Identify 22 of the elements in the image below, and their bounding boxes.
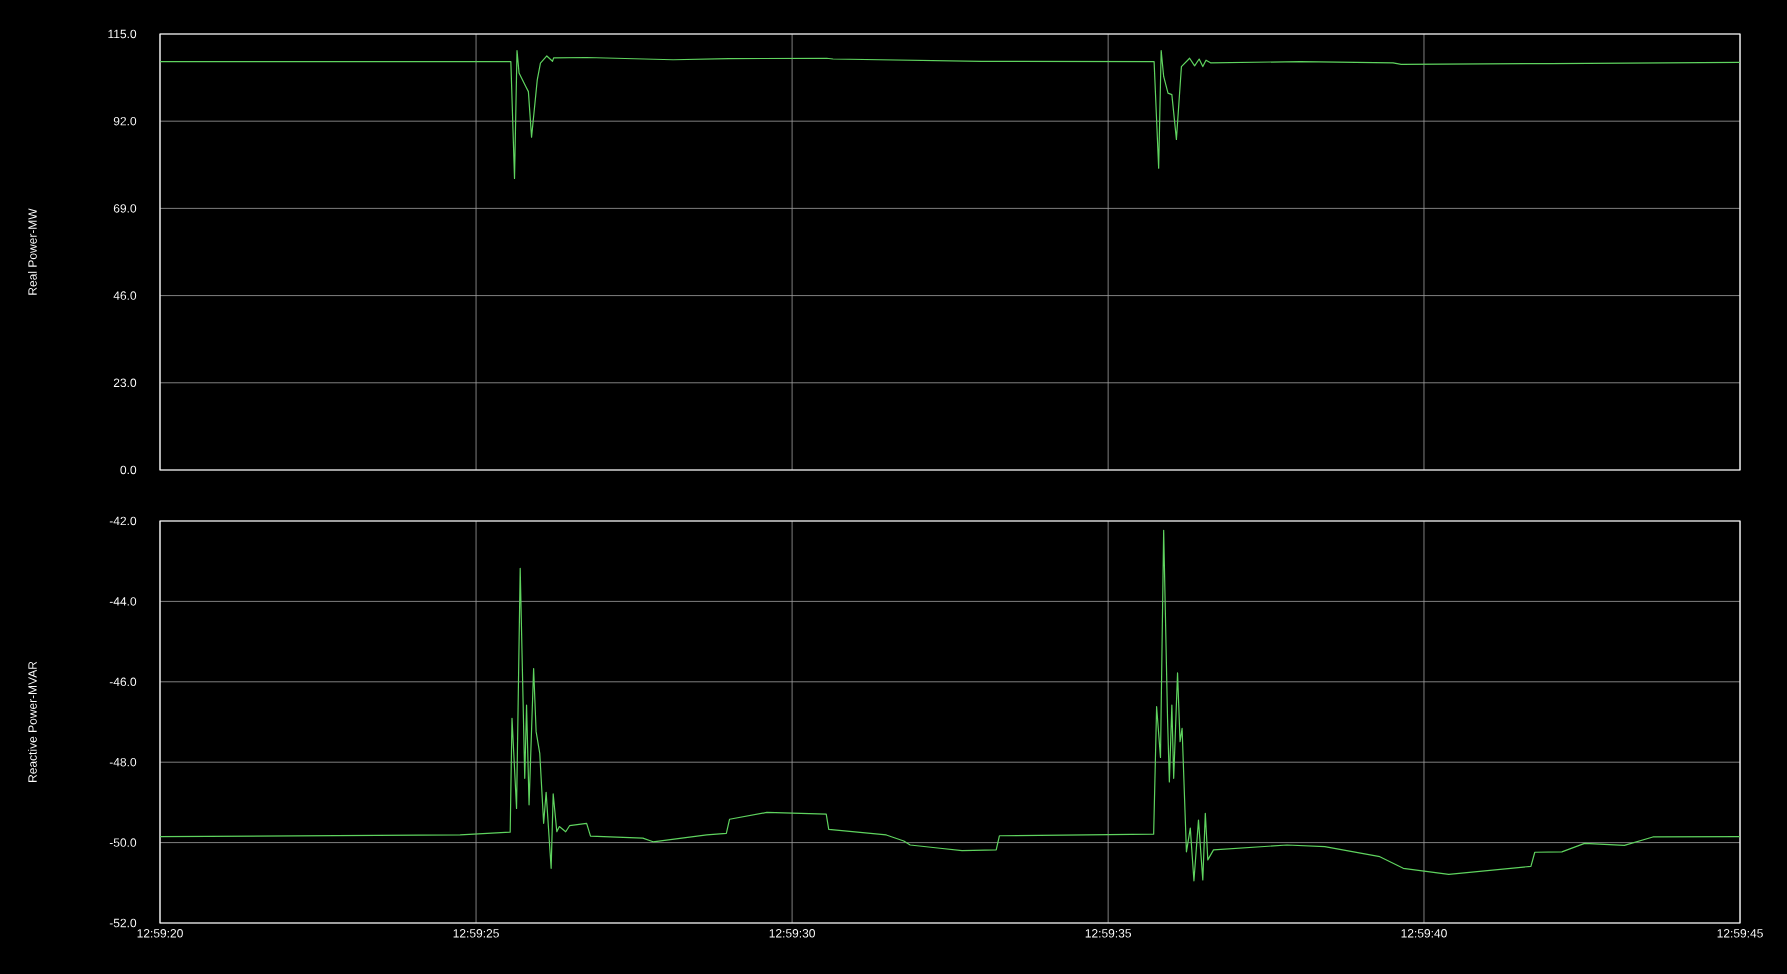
x-tick-label: 12:59:45 (1717, 929, 1763, 938)
y-axis-title: Real Power-MW (27, 208, 37, 295)
y-tick-label: -52.0 (109, 918, 137, 928)
y-tick-label: -46.0 (109, 677, 137, 687)
y-tick-label: 92.0 (113, 116, 137, 126)
y-tick-label: 69.0 (113, 204, 137, 213)
y-tick-label: -48.0 (109, 757, 137, 767)
x-tick-label: 12:59:25 (453, 929, 499, 938)
y-tick-label: -42.0 (109, 516, 137, 526)
line-series (160, 50, 1741, 180)
y-tick-label: 46.0 (113, 291, 137, 300)
x-tick-label: 12:59:40 (1401, 929, 1447, 938)
y-tick-label: 23.0 (113, 378, 137, 388)
x-tick-label: 12:59:20 (137, 929, 183, 938)
y-tick-label: -50.0 (109, 838, 137, 847)
line-series (160, 529, 1741, 882)
y-tick-label: 0.0 (120, 465, 137, 475)
y-tick-label: 115.0 (108, 29, 137, 39)
x-tick-label: 12:59:35 (1085, 929, 1131, 938)
y-axis-title: Reactive Power-MVAR (27, 661, 37, 782)
y-tick-label: -44.0 (109, 597, 137, 606)
x-tick-label: 12:59:30 (769, 929, 815, 938)
